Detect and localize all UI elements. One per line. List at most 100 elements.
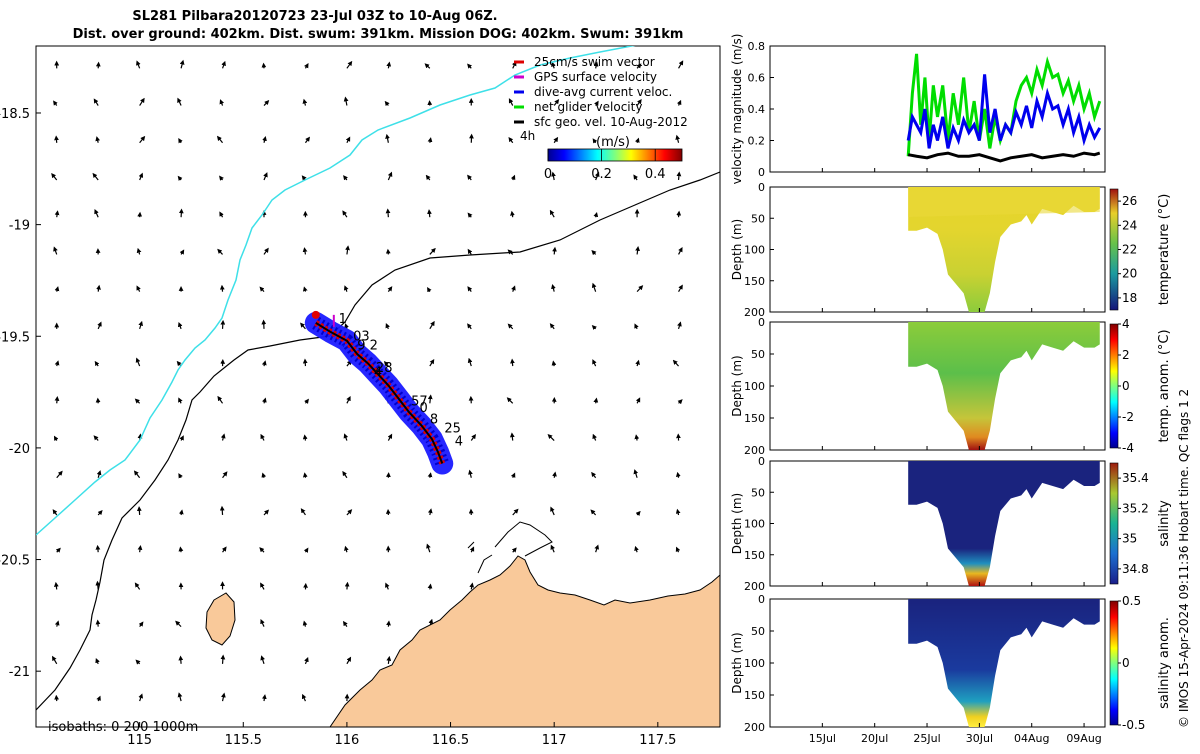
y-axis-label: velocity magnitude (m/s)	[730, 34, 744, 185]
x-tick-label: 20Jul	[861, 732, 888, 745]
map-x-tick-label: 115.5	[225, 733, 262, 748]
y-tick-label: 150	[744, 549, 765, 562]
velocity-arrow	[471, 585, 472, 590]
legend-entry: GPS surface velocity	[534, 70, 657, 84]
x-tick-label: 09Aug	[1066, 732, 1101, 745]
colorbar-tick-label: 24	[1122, 218, 1137, 232]
y-tick-label: 100	[744, 380, 765, 393]
map-y-tick-label: -18.5	[0, 107, 30, 122]
velocity-arrow	[429, 212, 430, 218]
section-surface-layer	[908, 187, 1100, 217]
y-tick-label: 0.2	[748, 135, 766, 148]
track-day-label: 4	[455, 435, 463, 450]
map-x-tick-label: 117.5	[639, 733, 676, 748]
velocity-arrow	[181, 512, 182, 515]
velocity-arrow	[305, 475, 306, 478]
velocity-arrow	[388, 658, 389, 664]
velocity-arrow	[181, 549, 182, 552]
y-tick-label: 100	[744, 518, 765, 531]
track-start-marker	[312, 311, 320, 319]
map-x-tick-label: 116.5	[432, 733, 469, 748]
y-tick-label: 0	[758, 166, 765, 179]
colorbar-tick-label: 2	[1122, 348, 1130, 362]
colorbar-tick-label: 4	[1122, 317, 1130, 331]
legend-entry: dive-avg current veloc.	[534, 85, 672, 99]
velocity-arrow	[57, 288, 58, 291]
x-tick-label: 15Jul	[809, 732, 836, 745]
velocity-arrow	[637, 248, 638, 254]
track-day-label: 8	[430, 412, 438, 427]
y-tick-label: 100	[744, 657, 765, 670]
track-day-label: 9 2	[357, 339, 378, 354]
y-tick-label: 0	[758, 181, 765, 194]
title-line-2: Dist. over ground: 402km. Dist. swum: 39…	[73, 27, 684, 42]
annotation-4h: 4h	[520, 129, 535, 143]
x-tick-label: 30Jul	[966, 732, 993, 745]
title-line-1: SL281 Pilbara20120723 23-Jul 03Z to 10-A…	[132, 9, 497, 24]
velocity-arrow	[512, 435, 513, 441]
velocity-arrow	[388, 64, 389, 68]
velocity-arrow	[596, 400, 597, 403]
colorbar-tick-label: 0.5	[1122, 594, 1141, 608]
velocity-arrow	[636, 437, 637, 441]
y-axis-label: Depth (m)	[730, 632, 744, 693]
legend-entry: sfc geo. vel. 10-Aug-2012	[534, 115, 688, 129]
colorbar-tick-label: 35.4	[1122, 471, 1149, 485]
map-x-tick-label: 116	[334, 733, 359, 748]
colorbar-tick-label: -4	[1122, 441, 1134, 455]
colorbar-label: temp. anom. (°C)	[1157, 329, 1172, 442]
map-x-tick-label: 117	[542, 733, 567, 748]
colorbar-tick-label: 26	[1122, 194, 1137, 208]
colorbar-tick-label: 0	[544, 167, 552, 182]
map-y-tick-label: -19.5	[0, 330, 30, 345]
legend-entry: 25cm/s swim vector	[534, 55, 655, 69]
colorbar-tick-label: 22	[1122, 243, 1137, 257]
velocity-arrow	[305, 289, 306, 292]
colorbar-tick-label: 0	[1122, 656, 1130, 670]
panel-colorbar	[1110, 189, 1118, 310]
velocity-arrow	[554, 249, 555, 254]
map-y-tick-label: -21	[9, 665, 30, 680]
x-tick-label: 25Jul	[913, 732, 940, 745]
y-tick-label: 50	[751, 486, 765, 499]
velocity-arrow	[98, 287, 99, 292]
velocity-arrow	[264, 697, 265, 702]
colorbar-tick-label: 0.2	[591, 167, 612, 182]
colorbar-tick-label: 34.8	[1122, 562, 1149, 576]
colorbar-unit-label: (m/s)	[596, 135, 630, 150]
velocity-arrow	[388, 211, 389, 217]
velocity-arrow	[305, 437, 306, 441]
colorbar-label: temperature (°C)	[1157, 194, 1172, 306]
track-day-label: 0	[419, 401, 427, 416]
colorbar-tick-label: -2	[1122, 410, 1134, 424]
velocity-arrow	[554, 363, 555, 366]
velocity-arrow	[596, 214, 597, 217]
y-tick-label: 0	[758, 455, 765, 468]
colorbar-tick-label: -0.5	[1122, 718, 1145, 732]
panel-colorbar	[1110, 601, 1118, 725]
y-tick-label: 50	[751, 625, 765, 638]
colorbar-tick-label: 18	[1122, 291, 1137, 305]
velocity-arrow	[430, 397, 431, 404]
y-tick-label: 0	[758, 593, 765, 606]
colorbar-tick-label: 35	[1122, 532, 1137, 546]
y-axis-label: Depth (m)	[730, 493, 744, 554]
map-y-tick-label: -20	[9, 442, 30, 457]
colorbar-tick-label: 20	[1122, 267, 1137, 281]
y-tick-label: 0.6	[748, 72, 766, 85]
velocity-arrow	[512, 213, 513, 217]
legend-entry: net glider velocity	[534, 100, 642, 114]
velocity-arrow	[430, 139, 431, 142]
y-tick-label: 0	[758, 316, 765, 329]
panel-colorbar	[1110, 463, 1118, 584]
colorbar-tick-label: 35.2	[1122, 501, 1149, 515]
velocity-arrow	[140, 547, 141, 552]
colorbar-tick-label: 0	[1122, 379, 1130, 393]
